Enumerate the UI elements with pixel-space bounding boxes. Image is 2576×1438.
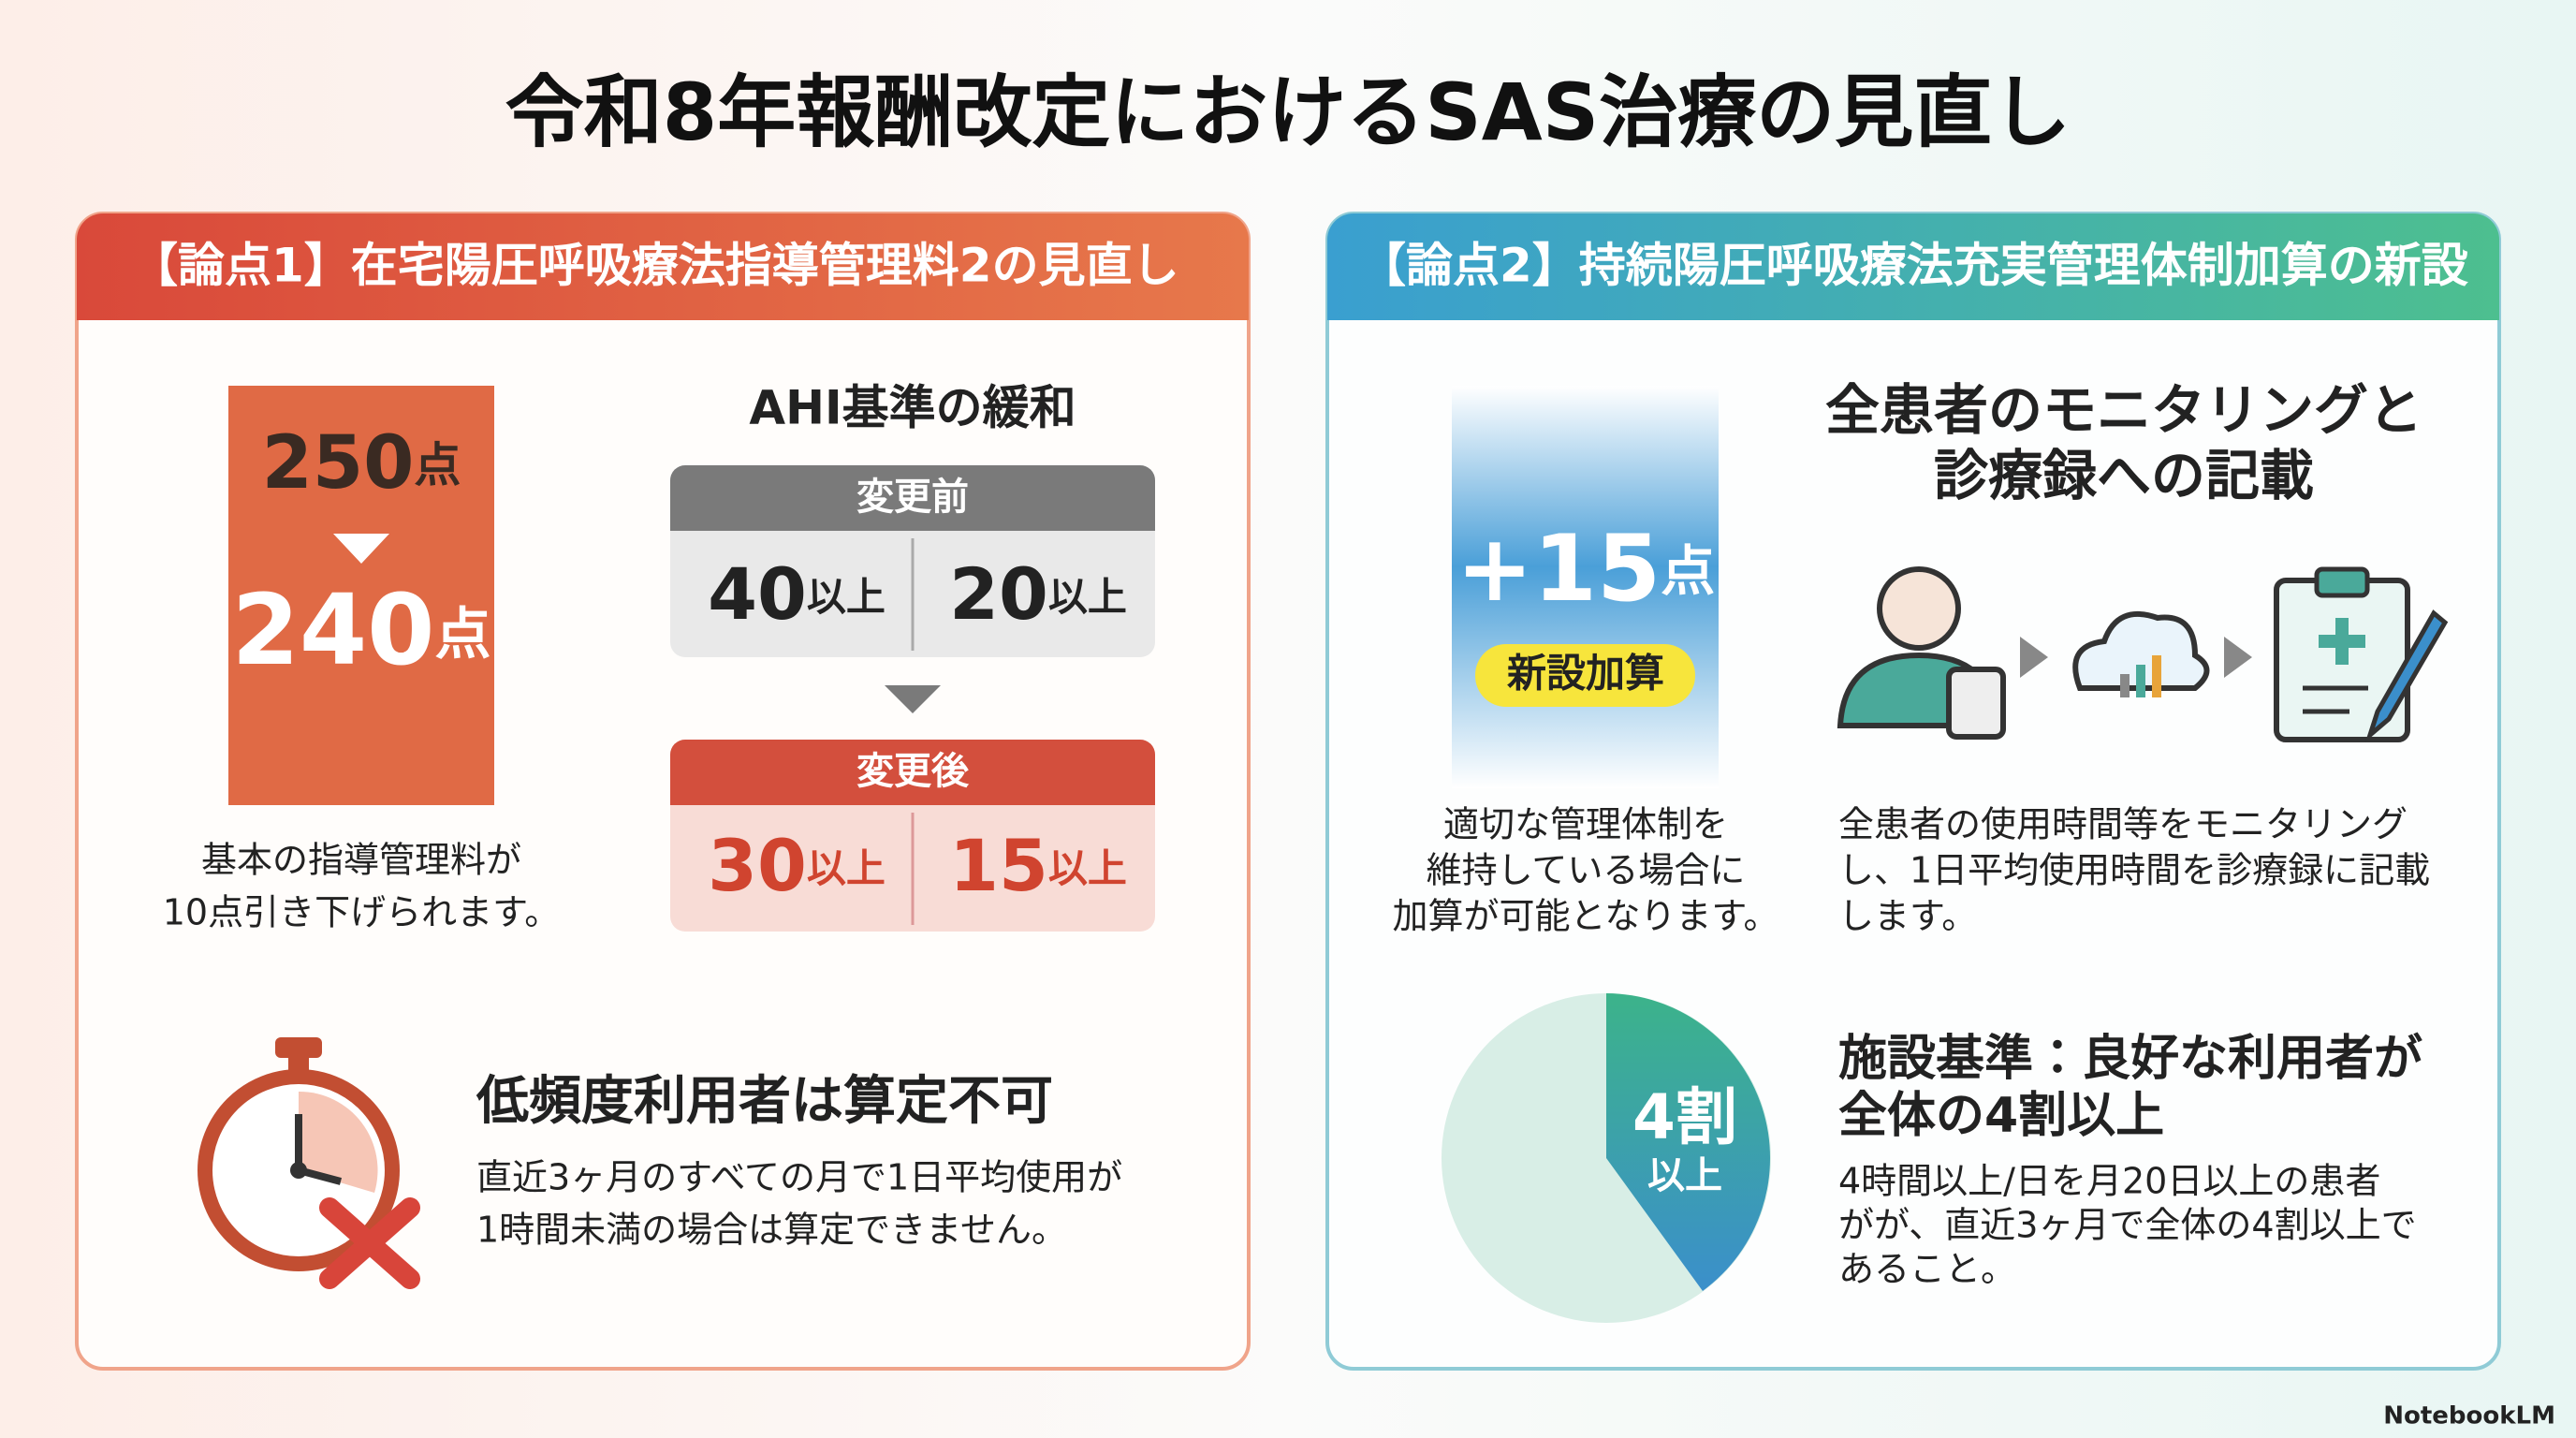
fee-caption: 基本の指導管理料が: [201, 840, 521, 881]
fee-caption: 10点引き下げられます。: [163, 892, 561, 933]
before-value: 40以上: [708, 552, 886, 636]
bonus: +15点: [1456, 516, 1716, 623]
right-header-bg: [1327, 213, 2499, 320]
criteria-text: 4時間以上/日を月20日以上の患者: [1838, 1161, 2380, 1202]
pie-label: 4割: [1632, 1081, 1737, 1153]
ahi-title: AHI基準の緩和: [749, 381, 1076, 435]
pie-graphic: [1442, 993, 1771, 1323]
bonus-box: [1452, 386, 1719, 788]
left-header: 【論点1】在宅陽圧呼吸療法指導管理料2の見直し: [131, 239, 1179, 293]
monitor-heading: 診療録への記載: [1934, 444, 2314, 507]
bonus-caption: 適切な管理体制を: [1443, 804, 1728, 845]
criteria-heading: 全体の4割以上: [1838, 1088, 2164, 1144]
arrow: [333, 534, 389, 564]
pie-label: 以上: [1647, 1154, 1722, 1197]
low-use-text: 直近3ヶ月のすべての月で1日平均使用が: [476, 1157, 1122, 1198]
criteria-text: あること。: [1838, 1249, 2016, 1290]
monitor-heading: 全患者のモニタリングと: [1825, 378, 2422, 442]
fee-before: 250点: [262, 421, 461, 506]
right-header: 【論点2】持続陽圧呼吸療法充実管理体制加算の新設: [1359, 239, 2469, 293]
after-header-bg: [670, 740, 1155, 805]
after-label: 変更後: [856, 750, 970, 793]
low-use-heading: 低頻度利用者は算定不可: [476, 1071, 1053, 1132]
after-value: 30以上: [708, 824, 886, 907]
bonus-badge: 新設加算: [1507, 651, 1664, 697]
criteria-text: がが、直近3ヶ月で全体の4割以上で: [1838, 1205, 2417, 1246]
before-label: 変更前: [856, 476, 969, 519]
title: 令和8年報酬改定におけるSAS治療の見直し: [505, 66, 2071, 158]
low-use-text: 1時間未満の場合は算定できません。: [476, 1210, 1067, 1251]
before-header-bg: [670, 465, 1155, 531]
footer-logo: NotebookLM: [2383, 1402, 2555, 1431]
bonus-caption: 加算が可能となります。: [1392, 896, 1778, 937]
criteria-heading: 施設基準：良好な利用者が: [1838, 1031, 2422, 1087]
monitor-text: し、1日平均使用時間を診療録に記載: [1838, 850, 2430, 891]
monitor-text: します。: [1838, 896, 1977, 937]
after-value: 15以上: [949, 824, 1127, 907]
fee-box: [228, 386, 494, 805]
badge: [1475, 644, 1695, 707]
left-header-bg: [77, 213, 1249, 320]
fee-after: 240点: [231, 573, 490, 687]
before-value: 20以上: [949, 552, 1127, 636]
arrow: [885, 685, 941, 713]
workflow-icons: [1837, 566, 2449, 742]
stopwatch-icon: [198, 1037, 420, 1289]
monitor-text: 全患者の使用時間等をモニタリング: [1838, 804, 2408, 845]
bonus-caption: 維持している場合に: [1427, 850, 1746, 891]
